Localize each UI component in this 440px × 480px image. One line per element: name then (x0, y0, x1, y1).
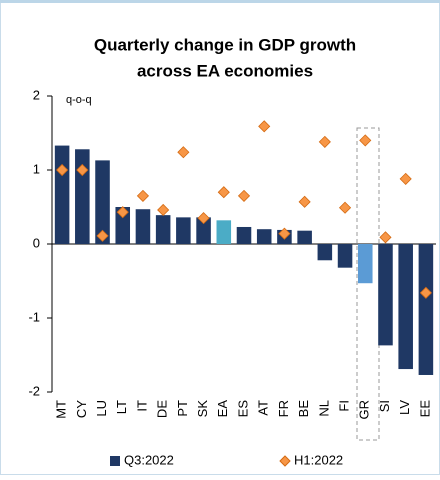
bar (398, 244, 413, 370)
marker (116, 206, 129, 219)
bar (155, 215, 171, 244)
marker (359, 134, 372, 147)
marker (318, 135, 331, 148)
marker (379, 231, 392, 244)
marker (56, 163, 69, 177)
marker (419, 286, 432, 299)
x-tick-label: SI (377, 400, 392, 412)
bar (256, 229, 272, 244)
bar (95, 160, 110, 244)
marker (338, 201, 352, 214)
y-tick-label: 0 (33, 235, 40, 250)
x-tick-label: AT (256, 400, 271, 416)
bar (337, 244, 353, 268)
x-tick-label: GR (357, 400, 372, 420)
bar (418, 244, 434, 375)
bar (297, 230, 312, 244)
bar (236, 226, 252, 244)
bar (196, 217, 211, 244)
x-tick-label: LV (397, 400, 412, 415)
bar (357, 244, 373, 284)
x-tick-label: NL (316, 400, 331, 417)
bar (75, 149, 90, 244)
x-tick-label: CY (74, 400, 89, 418)
x-tick-label: ES (235, 400, 250, 418)
y-tick-label: 2 (33, 87, 40, 102)
x-tick-label: FI (336, 400, 351, 412)
x-tick-label: IT (134, 400, 149, 412)
chart-title: Quarterly change in GDP growth (94, 35, 356, 54)
chart-subtitle: across EA economies (137, 61, 313, 80)
y-axis-label: q-o-q (66, 94, 92, 106)
x-tick-label: DE (155, 400, 170, 418)
bar (54, 145, 70, 244)
legend-label: Q3:2022 (124, 452, 174, 467)
legend-swatch (279, 455, 291, 467)
bar (378, 244, 393, 346)
bar (115, 207, 131, 244)
y-tick-label: -2 (28, 383, 40, 398)
marker (76, 163, 89, 177)
marker (96, 229, 109, 242)
x-tick-label: LT (114, 400, 129, 414)
marker (157, 203, 170, 217)
marker (278, 227, 291, 240)
marker (399, 172, 412, 185)
x-tick-label: PT (175, 400, 190, 417)
legend-label: H1:2022 (294, 452, 343, 467)
marker (177, 146, 190, 159)
marker (197, 212, 210, 225)
x-tick-label: EA (215, 400, 230, 418)
bar (176, 217, 191, 244)
x-tick-label: LU (94, 400, 109, 417)
x-tick-label: EE (417, 400, 432, 418)
y-tick-label: -1 (28, 309, 40, 324)
marker (136, 189, 150, 202)
x-tick-label: FR (276, 400, 291, 417)
marker (298, 195, 311, 208)
marker (258, 120, 271, 133)
marker (237, 189, 251, 202)
bar (317, 244, 333, 261)
marker (217, 186, 230, 199)
y-tick-label: 1 (33, 161, 40, 176)
bar (216, 220, 232, 244)
bar (135, 209, 151, 244)
legend-swatch (110, 456, 120, 466)
x-tick-label: BE (296, 400, 311, 418)
top-band (0, 0, 440, 3)
x-tick-label: SK (195, 400, 210, 418)
x-tick-label: MT (54, 400, 69, 419)
